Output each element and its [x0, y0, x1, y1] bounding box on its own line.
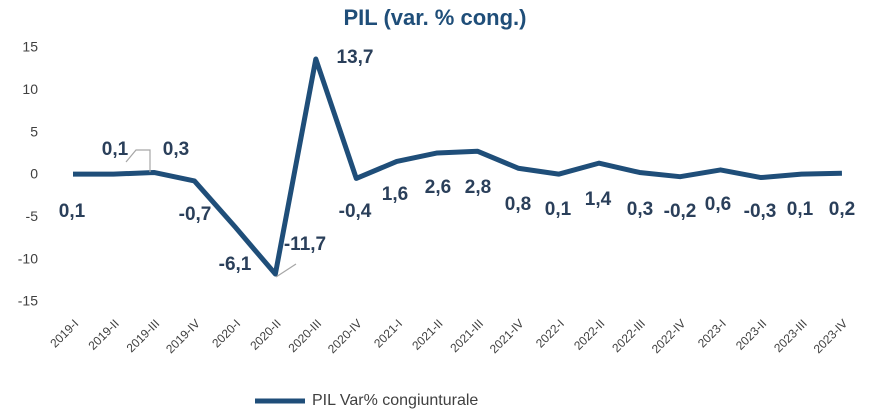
- y-tick-label: 5: [30, 123, 38, 139]
- y-tick-label: -15: [18, 293, 38, 309]
- leader-line: [275, 263, 297, 278]
- y-tick-label: 10: [22, 81, 38, 97]
- x-tick-label: 2023-IV: [811, 316, 851, 356]
- data-label: -0,7: [179, 204, 212, 225]
- data-label: 0,8: [505, 194, 531, 215]
- data-label: 0,1: [545, 199, 572, 220]
- data-label: 0,3: [163, 139, 189, 160]
- data-label: 0,1: [787, 199, 814, 220]
- x-tick-label: 2023-III: [771, 316, 810, 355]
- y-tick-label: -5: [26, 208, 39, 224]
- data-label: 1,6: [382, 184, 408, 205]
- data-label: 2,8: [465, 177, 491, 198]
- x-tick-label: 2020-II: [247, 316, 283, 352]
- data-label: -0,3: [744, 201, 777, 222]
- x-tick-label: 2020-III: [286, 316, 325, 355]
- data-label: -0,4: [339, 201, 372, 222]
- x-tick-label: 2021-IV: [487, 316, 527, 356]
- x-tick-label: 2022-IV: [649, 316, 689, 356]
- y-tick-label: -10: [18, 250, 38, 266]
- x-tick-label: 2023-II: [733, 316, 769, 352]
- data-label: 0,2: [829, 199, 855, 220]
- chart-title: PIL (var. % cong.): [344, 5, 527, 30]
- data-label: 0,1: [102, 139, 129, 160]
- x-tick-label: 2021-III: [447, 316, 486, 355]
- data-label: 1,4: [585, 189, 612, 210]
- data-label: -11,7: [284, 234, 326, 255]
- data-label: -0,2: [664, 201, 697, 222]
- x-tick-label: 2019-IV: [163, 316, 203, 356]
- y-tick-label: 0: [30, 166, 38, 182]
- x-tick-label: 2019-I: [47, 316, 81, 350]
- data-label: 13,7: [337, 47, 374, 68]
- x-tick-label: 2020-I: [209, 316, 243, 350]
- x-tick-label: 2022-II: [571, 316, 607, 352]
- x-tick-label: 2020-IV: [325, 316, 365, 356]
- x-tick-label: 2019-III: [124, 316, 163, 355]
- leader-line: [125, 149, 151, 172]
- data-label: 0,1: [59, 201, 86, 222]
- y-tick-label: 15: [22, 39, 38, 55]
- data-label: -6,1: [219, 254, 252, 275]
- x-tick-label: 2019-II: [86, 316, 122, 352]
- x-tick-label: 2023-I: [695, 316, 729, 350]
- x-tick-label: 2022-I: [533, 316, 567, 350]
- x-tick-label: 2021-I: [371, 316, 405, 350]
- data-label: 2,6: [425, 177, 451, 198]
- x-tick-label: 2021-II: [409, 316, 445, 352]
- legend-label: PIL Var% congiunturale: [312, 392, 478, 409]
- data-label: 0,3: [627, 199, 653, 220]
- line: [73, 56, 842, 277]
- data-label: 0,6: [705, 194, 731, 215]
- x-tick-label: 2022-III: [609, 316, 648, 355]
